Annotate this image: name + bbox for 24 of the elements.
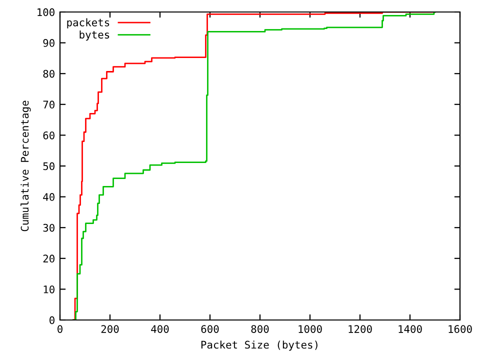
- x-tick-label: 1600: [448, 325, 472, 333]
- legend-label: packets: [67, 18, 110, 28]
- y-axis-title: Cumulative Percentage: [20, 100, 31, 232]
- y-tick-label: 0: [50, 316, 54, 324]
- y-tick-label: 80: [43, 70, 54, 78]
- y-tick-label: 60: [43, 131, 54, 140]
- y-tick-label: 10: [44, 285, 54, 294]
- x-tick-label: 1200: [348, 325, 372, 333]
- y-tick-label: 50: [43, 162, 54, 170]
- x-tick-label: 0: [58, 325, 62, 333]
- x-tick-label: 800: [251, 325, 269, 333]
- x-tick-label: 200: [101, 325, 119, 333]
- x-tick-label: 1000: [298, 325, 322, 333]
- x-tick-label: 600: [201, 325, 219, 333]
- x-tick-label: 400: [151, 325, 169, 333]
- y-tick-label: 40: [43, 193, 54, 201]
- x-tick-label: 1400: [398, 325, 422, 333]
- y-tick-label: 30: [43, 224, 54, 232]
- y-tick-label: 20: [43, 254, 54, 263]
- legend-label: bytes: [80, 30, 110, 41]
- y-tick-label: 70: [43, 100, 54, 109]
- y-tick-label: 100: [38, 8, 54, 16]
- x-axis-title: Packet Size (bytes): [201, 340, 318, 351]
- y-tick-label: 90: [43, 39, 54, 47]
